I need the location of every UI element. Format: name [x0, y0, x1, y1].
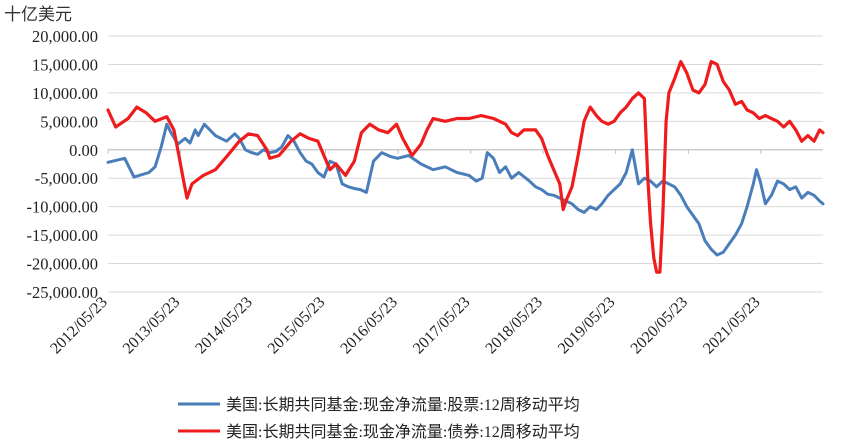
legend-label-1: 美国:长期共同基金:现金净流量:股票:12周移动平均 — [226, 396, 580, 414]
unit-label: 十亿美元 — [4, 5, 72, 24]
y-tick-label: 0.00 — [69, 141, 98, 160]
x-tick-label: 2017/05/23 — [410, 294, 474, 358]
y-tick-label: 5,000.00 — [40, 112, 98, 131]
x-axis: 2012/05/23 2013/05/23 2014/05/23 2015/05/23… — [47, 149, 823, 358]
y-tick-label: 10,000.00 — [32, 84, 98, 103]
y-tick-label: 15,000.00 — [32, 55, 98, 74]
x-tick-label: 2021/05/23 — [700, 294, 764, 358]
x-tick-label: 2012/05/23 — [47, 294, 111, 358]
y-tick-label: -5,000.00 — [35, 169, 98, 188]
y-tick-label: -15,000.00 — [27, 226, 99, 245]
x-tick-label: 2020/05/23 — [628, 294, 692, 358]
y-tick-label: -20,000.00 — [27, 255, 99, 274]
legend: 美国:长期共同基金:现金净流量:股票:12周移动平均美国:长期共同基金:现金净流… — [178, 396, 580, 441]
series-lines — [106, 59, 825, 274]
x-tick-label: 2015/05/23 — [265, 294, 329, 358]
legend-label-2: 美国:长期共同基金:现金净流量:债券:12周移动平均 — [226, 423, 580, 441]
y-tick-label: 20,000.00 — [32, 27, 98, 46]
x-tick-label: 2019/05/23 — [555, 294, 619, 358]
y-tick-label: -10,000.00 — [27, 198, 99, 217]
y-axis: 20,000.00 15,000.00 10,000.00 5,000.00 0.00 -… — [27, 27, 99, 302]
x-tick-label: 2014/05/23 — [192, 294, 256, 358]
y-tick-label: -25,000.00 — [27, 283, 99, 302]
x-tick-label: 2013/05/23 — [120, 294, 184, 358]
series-line-1 — [106, 122, 825, 257]
series-line-2 — [106, 59, 825, 274]
x-tick-label: 2016/05/23 — [337, 294, 401, 358]
x-tick-label: 2018/05/23 — [482, 294, 546, 358]
